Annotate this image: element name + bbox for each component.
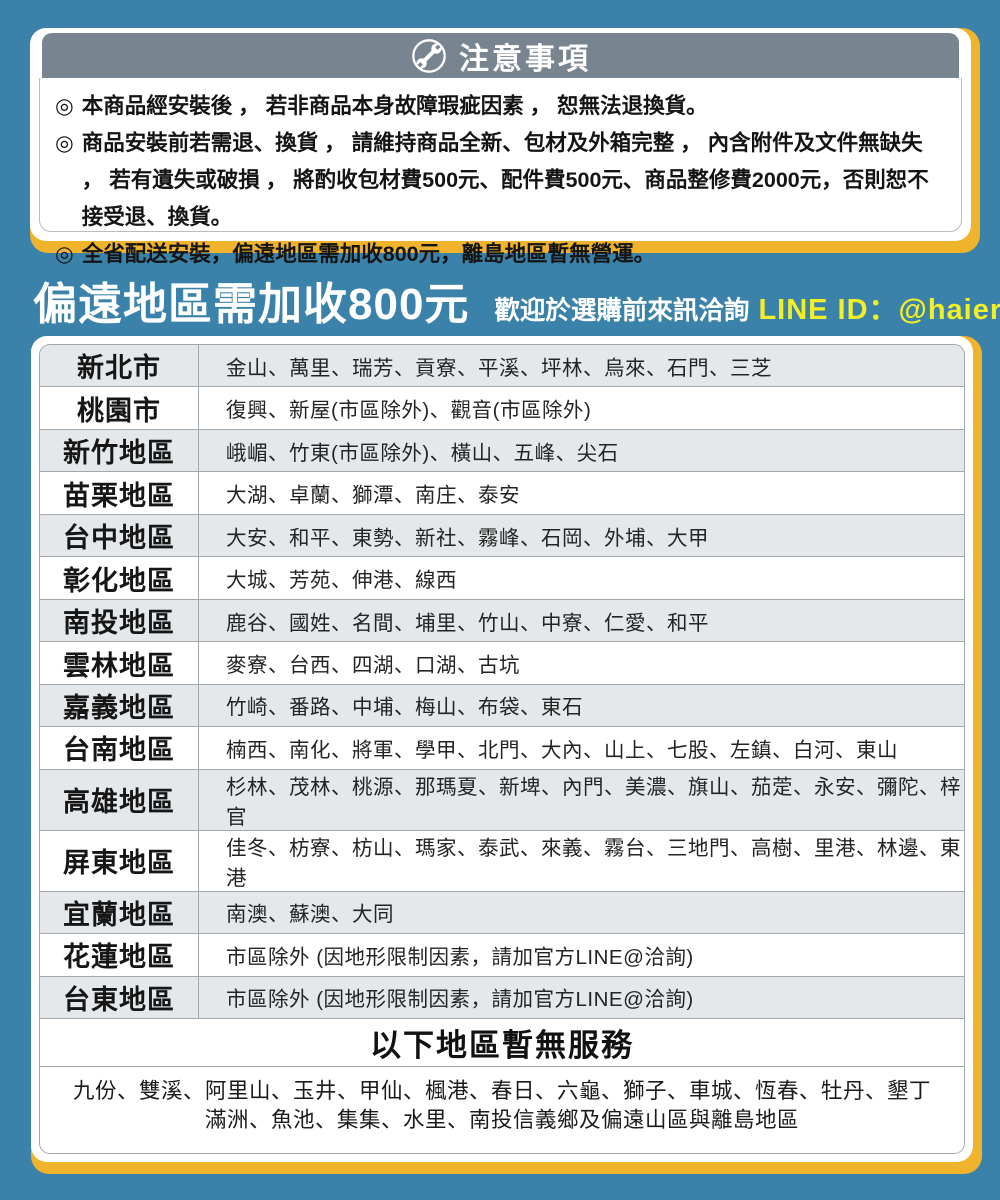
region-name: 高雄地區 — [40, 769, 199, 830]
table-row: 桃園市 復興、新屋(市區除外)、觀音(市區除外) — [40, 387, 964, 430]
table-row: 高雄地區 杉林、茂林、桃源、那瑪夏、新埤、內門、美濃、旗山、茄萣、永安、彌陀、梓… — [40, 769, 964, 831]
region-name: 南投地區 — [40, 599, 199, 642]
no-service-line: 滿洲、魚池、集集、水里、南投信義鄉及偏遠山區與離島地區 — [204, 1108, 799, 1133]
region-areas: 大湖、卓蘭、獅潭、南庄、泰安 — [226, 484, 520, 508]
region-areas: 金山、萬里、瑞芳、貢寮、平溪、坪林、烏來、石門、三芝 — [226, 356, 772, 380]
region-name: 桃園市 — [40, 387, 199, 429]
no-service-line: 九份、雙溪、阿里山、玉井、甲仙、楓港、春日、六龜、獅子、車城、恆春、牡丹、墾丁 — [72, 1079, 931, 1104]
region-name: 屏東地區 — [40, 830, 199, 891]
table-row: 彰化地區 大城、芳苑、伸港、線西 — [40, 557, 964, 600]
region-areas: 市區除外 (因地形限制因素，請加官方LINE@洽詢) — [226, 988, 694, 1012]
notice-bullet: ◎ 商品安裝前若需退、換貨 ， 請維持商品全新、包材及外箱完整 ， 內含附件及文… — [55, 125, 945, 236]
region-name: 宜蘭地區 — [40, 891, 199, 934]
table-row: 新北市 金山、萬里、瑞芳、貢寮、平溪、坪林、烏來、石門、三芝 — [40, 345, 964, 388]
no-service-title: 以下地區暫無服務 — [40, 1019, 964, 1068]
region-name: 雲林地區 — [40, 642, 199, 684]
remote-fee-banner: 偏遠地區需加收800元 歡迎於選購前來訊洽詢 LINE ID：@haierpro — [33, 268, 1000, 332]
region-areas: 竹崎、番路、中埔、梅山、布袋、東石 — [226, 696, 583, 720]
table-row: 嘉義地區 竹崎、番路、中埔、梅山、布袋、東石 — [40, 684, 964, 728]
notice-bullet-text: 全省配送安裝，偏遠地區需加收800元，離島地區暫無營運。 — [81, 242, 656, 266]
region-areas: 峨嵋、竹東(市區除外)、橫山、五峰、尖石 — [226, 441, 619, 465]
region-name: 台中地區 — [40, 514, 199, 557]
banner-subtitle: 歡迎於選購前來訊洽詢 — [494, 297, 750, 325]
bullet-marker: ◎ — [55, 131, 74, 155]
bullet-marker: ◎ — [55, 94, 74, 118]
notice-title: 注意事項 — [459, 42, 591, 76]
notice-bullet-text: 商品安裝前若需退、換貨 ， 請維持商品全新、包材及外箱完整 ， 內含附件及文件無… — [81, 131, 929, 229]
no-service-list: 九份、雙溪、阿里山、玉井、甲仙、楓港、春日、六龜、獅子、車城、恆春、牡丹、墾丁 … — [40, 1067, 964, 1153]
table-row: 台東地區 市區除外 (因地形限制因素，請加官方LINE@洽詢) — [40, 976, 964, 1020]
region-areas: 杉林、茂林、桃源、那瑪夏、新埤、內門、美濃、旗山、茄萣、永安、彌陀、梓官 — [226, 775, 961, 829]
region-areas: 楠西、南化、將軍、學甲、北門、大內、山上、七股、左鎮、白河、東山 — [226, 738, 898, 762]
table-row: 雲林地區 麥寮、台西、四湖、口湖、古坑 — [40, 642, 964, 685]
table-row: 南投地區 鹿谷、國姓、名間、埔里、竹山、中寮、仁愛、和平 — [40, 599, 964, 643]
table-row: 台中地區 大安、和平、東勢、新社、霧峰、石岡、外埔、大甲 — [40, 514, 964, 558]
region-areas: 佳冬、枋寮、枋山、瑪家、泰武、來義、霧台、三地門、高樹、里港、林邊、東港 — [226, 836, 961, 890]
notice-bullet: ◎ 全省配送安裝，偏遠地區需加收800元，離島地區暫無營運。 — [55, 236, 945, 273]
bullet-marker: ◎ — [55, 242, 74, 266]
table-row: 宜蘭地區 南澳、蘇澳、大同 — [40, 891, 964, 935]
region-areas: 鹿谷、國姓、名間、埔里、竹山、中寮、仁愛、和平 — [226, 611, 709, 635]
region-name: 花蓮地區 — [40, 934, 199, 976]
region-areas: 大城、芳苑、伸港、線西 — [226, 569, 457, 593]
region-table: 新北市 金山、萬里、瑞芳、貢寮、平溪、坪林、烏來、石門、三芝 桃園市 復興、新屋… — [39, 344, 965, 1154]
region-table-card: 新北市 金山、萬里、瑞芳、貢寮、平溪、坪林、烏來、石門、三芝 桃園市 復興、新屋… — [31, 336, 982, 1174]
table-row: 花蓮地區 市區除外 (因地形限制因素，請加官方LINE@洽詢) — [40, 934, 964, 977]
table-row: 苗栗地區 大湖、卓蘭、獅潭、南庄、泰安 — [40, 472, 964, 515]
region-name: 苗栗地區 — [40, 472, 199, 514]
region-areas: 市區除外 (因地形限制因素，請加官方LINE@洽詢) — [226, 945, 694, 969]
region-name: 新北市 — [40, 345, 199, 387]
region-areas: 南澳、蘇澳、大同 — [226, 903, 394, 927]
region-areas: 大安、和平、東勢、新社、霧峰、石岡、外埔、大甲 — [226, 526, 709, 550]
region-name: 台南地區 — [40, 727, 199, 769]
notice-bullet-text: 本商品經安裝後 ， 若非商品本身故障瑕疵因素 ， 恕無法退換貨。 — [81, 94, 708, 118]
region-areas: 麥寮、台西、四湖、口湖、古坑 — [226, 654, 520, 678]
wrench-icon — [412, 38, 446, 73]
region-name: 嘉義地區 — [40, 684, 199, 727]
table-row: 台南地區 楠西、南化、將軍、學甲、北門、大內、山上、七股、左鎮、白河、東山 — [40, 727, 964, 770]
region-areas: 復興、新屋(市區除外)、觀音(市區除外) — [226, 399, 592, 423]
notice-body: ◎ 本商品經安裝後 ， 若非商品本身故障瑕疵因素 ， 恕無法退換貨。 ◎ 商品安… — [39, 78, 962, 266]
notice-bullet: ◎ 本商品經安裝後 ， 若非商品本身故障瑕疵因素 ， 恕無法退換貨。 — [55, 88, 945, 125]
region-name: 新竹地區 — [40, 429, 199, 472]
banner-title: 偏遠地區需加收800元 — [33, 280, 470, 329]
table-row: 屏東地區 佳冬、枋寮、枋山、瑪家、泰武、來義、霧台、三地門、高樹、里港、林邊、東… — [40, 830, 964, 892]
notice-card: 注意事項 ◎ 本商品經安裝後 ， 若非商品本身故障瑕疵因素 ， 恕無法退換貨。 … — [30, 28, 980, 266]
notice-header: 注意事項 — [42, 33, 959, 78]
line-id-label: LINE ID：@haierpro — [758, 294, 1000, 326]
table-row: 新竹地區 峨嵋、竹東(市區除外)、橫山、五峰、尖石 — [40, 429, 964, 473]
region-name: 彰化地區 — [40, 557, 199, 599]
region-name: 台東地區 — [40, 976, 199, 1019]
